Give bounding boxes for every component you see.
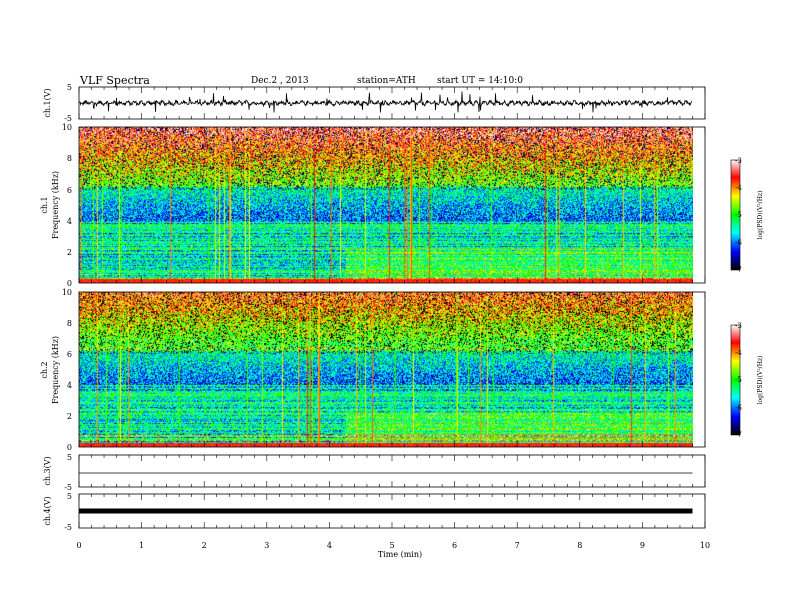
ch3-xticks [78, 455, 706, 487]
ch1-spectrogram-yticks: 0 2 4 6 8 10 [62, 123, 72, 288]
ch1-ytick-2: 2 [67, 248, 72, 257]
ch1-colorbar-tick--3: -3 [735, 157, 742, 165]
figure-title: VLF Spectra [79, 74, 150, 87]
ch2-ytick-8: 8 [67, 319, 72, 328]
ch1-ylabel: ch.1(V) [43, 88, 52, 117]
ch1-spectrogram-image [79, 127, 693, 283]
ch4-xticks [78, 494, 706, 528]
ch4-waveform-panel: 5 -5 ch.4(V) [43, 492, 706, 532]
ch1-ytick-10: 10 [62, 123, 72, 132]
ch1-ytick-top: 5 [67, 83, 72, 92]
xtick-label-0: 0 [76, 541, 81, 550]
xtick-label-5: 5 [389, 541, 394, 550]
ch1-colorbar-tick--7: -7 [735, 266, 742, 274]
ch2-colorbar-label: log(PSD)(V²/Hz) [757, 356, 764, 405]
ch1-spectrogram-panel: 0 2 4 6 8 10 ch.1 Frequency (kHz) [40, 123, 706, 288]
ch1-colorbar-gradient [730, 159, 741, 271]
ch1-ytick-6: 6 [67, 186, 72, 195]
ch2-spectrogram-ylabel-line1: ch.2 [40, 361, 49, 378]
ch4-ytick-top: 5 [67, 492, 72, 501]
ch2-ytick-0: 0 [67, 443, 72, 452]
ch1-spectrogram-ylabel-line2: Frequency (kHz) [51, 171, 60, 239]
x-axis-tick-labels: 0 1 2 3 4 5 6 7 8 9 10 [76, 541, 710, 550]
ch2-colorbar-tick--3: -3 [735, 322, 742, 330]
ch2-ytick-10: 10 [62, 288, 72, 297]
ch1-colorbar-tick--5: -5 [735, 211, 742, 219]
ch1-waveform-panel: 5 -5 ch.1(V) [43, 83, 706, 123]
start-time-label: start UT = 14:10:0 [437, 76, 523, 86]
ch2-ytick-6: 6 [67, 350, 72, 359]
xtick-label-10: 10 [700, 541, 710, 550]
xtick-label-8: 8 [577, 541, 582, 550]
ch1-spectrogram-ylabel-line1: ch.1 [40, 196, 49, 213]
ch2-ytick-2: 2 [67, 412, 72, 421]
xtick-label-7: 7 [515, 541, 520, 550]
ch2-colorbar-tick--4: -4 [735, 349, 742, 357]
ch2-spectrogram-xticks [78, 292, 706, 447]
ch2-colorbar-gradient [730, 324, 741, 436]
ch1-spectrogram-xticks [78, 127, 706, 283]
ch2-spectrogram-image [79, 292, 693, 447]
ch1-ytick-bottom: -5 [64, 114, 72, 123]
ch1-ytick-0: 0 [67, 279, 72, 288]
ch1-colorbar-tick--4: -4 [735, 184, 742, 192]
xtick-label-3: 3 [264, 541, 269, 550]
ch4-ylabel: ch.4(V) [43, 496, 52, 525]
ch2-spectrogram-yticks: 0 2 4 6 8 10 [62, 288, 72, 452]
ch2-colorbar-tick--5: -5 [735, 376, 742, 384]
ch4-waveform-trace [79, 508, 693, 514]
ch2-spectrogram-panel: 0 2 4 6 8 10 ch.2 Frequency (kHz) [40, 288, 706, 452]
ch3-waveform-panel: 5 -5 ch.3(V) [43, 453, 706, 492]
ch1-xticks [78, 87, 706, 119]
ch1-waveform-trace [78, 91, 693, 113]
ch2-ytick-4: 4 [67, 381, 72, 390]
xtick-label-9: 9 [640, 541, 645, 550]
ch1-ytick-8: 8 [67, 154, 72, 163]
ch2-colorbar-tick--6: -6 [735, 404, 742, 412]
ch3-ytick-bottom: -5 [64, 483, 72, 492]
ch2-colorbar: -3 -4 -5 -6 -7 log(PSD)(V²/Hz) [730, 322, 764, 439]
date-label: Dec.2 , 2013 [251, 76, 309, 86]
station-label: station=ATH [357, 76, 416, 86]
ch1-colorbar-tick--6: -6 [735, 239, 742, 247]
xtick-label-1: 1 [139, 541, 144, 550]
ch3-ytick-top: 5 [67, 453, 72, 462]
ch1-colorbar: -3 -4 -5 -6 -7 log(PSD)(V²/Hz) [730, 157, 764, 274]
xtick-label-4: 4 [327, 541, 332, 550]
xtick-label-2: 2 [202, 541, 207, 550]
ch4-ytick-bottom: -5 [64, 523, 72, 532]
ch2-colorbar-tick--7: -7 [735, 431, 742, 439]
x-axis-label: Time (min) [378, 550, 422, 559]
ch1-ytick-4: 4 [67, 217, 72, 226]
ch3-ylabel: ch.3(V) [43, 456, 52, 485]
xtick-label-6: 6 [452, 541, 457, 550]
ch2-spectrogram-ylabel-line2: Frequency (kHz) [51, 336, 60, 404]
ch1-colorbar-label: log(PSD)(V²/Hz) [757, 191, 764, 240]
